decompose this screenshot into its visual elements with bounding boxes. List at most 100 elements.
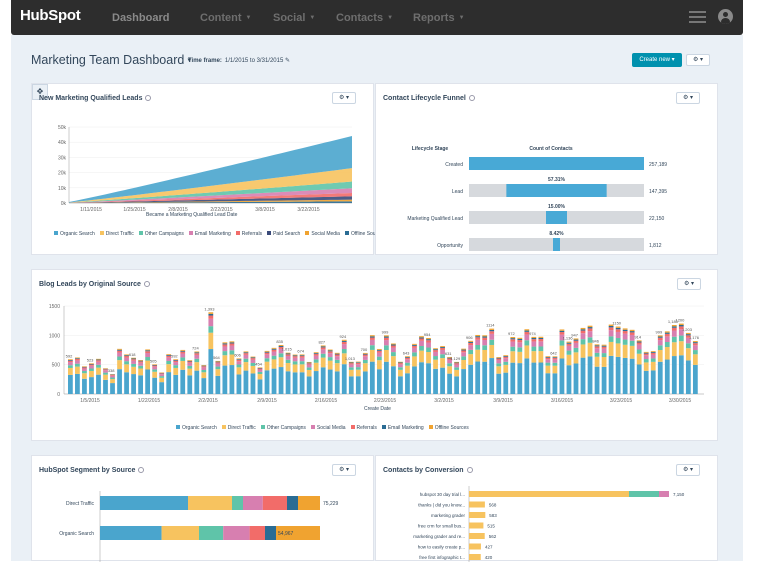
legend-item[interactable]: Other Campaigns	[261, 425, 306, 431]
bar-segment	[447, 363, 452, 366]
y-tick-label: 0k	[61, 201, 67, 207]
legend-label: Direct Traffic	[106, 231, 134, 237]
bar-segment	[286, 354, 291, 355]
bar-segment	[300, 356, 305, 358]
legend-item[interactable]: Other Campaigns	[139, 231, 184, 237]
legend-swatch	[222, 425, 226, 429]
legend-item[interactable]: Referrals	[351, 425, 377, 431]
bar-segment	[110, 378, 115, 380]
bar-segment	[679, 341, 684, 355]
bar-segment	[222, 344, 227, 346]
bar-segment	[208, 312, 213, 314]
bar-segment	[510, 363, 515, 394]
bar-segment	[293, 355, 298, 356]
menu-icon[interactable]	[689, 11, 706, 23]
hubspot-logo[interactable]: HubSpot	[20, 7, 80, 24]
nav-contacts[interactable]: Contacts▼	[336, 12, 393, 24]
legend-item[interactable]: Social Media	[311, 425, 346, 431]
time-frame[interactable]: Time frame:1/1/2015 to 3/31/2015 ✎	[188, 57, 290, 64]
legend-swatch	[139, 231, 143, 235]
bar-segment	[187, 366, 192, 369]
bar-segment	[82, 367, 87, 368]
row-value: 568	[489, 503, 497, 508]
bar-segment	[644, 362, 649, 370]
y-tick-label: 0	[57, 392, 60, 398]
legend-item[interactable]: Direct Traffic	[222, 425, 256, 431]
bar-segment	[222, 343, 227, 344]
legend-item[interactable]: Offline Sources	[429, 425, 469, 431]
bar-segment	[244, 351, 249, 352]
bar-segment	[496, 358, 501, 359]
avatar[interactable]	[718, 9, 733, 24]
legend-item[interactable]: Referrals	[236, 231, 262, 237]
bar-segment	[173, 360, 178, 361]
legend-item[interactable]: Email Marketing	[189, 231, 231, 237]
bar-segment	[517, 352, 522, 363]
bar-segment	[201, 372, 206, 378]
bar-segment	[349, 370, 354, 376]
bar-value-label: 846	[592, 338, 599, 343]
bar-segment	[616, 338, 621, 343]
bar-segment	[68, 359, 73, 360]
legend-item[interactable]: Organic Search	[176, 425, 217, 431]
chevron-down-icon: ▼	[309, 15, 315, 21]
bar-segment	[693, 343, 698, 345]
bar-segment	[433, 360, 438, 369]
bar-segment	[629, 491, 659, 497]
bar-segment	[412, 344, 417, 345]
nav-dashboard[interactable]: Dashboard	[112, 12, 169, 24]
legend-item[interactable]: Paid Search	[267, 231, 300, 237]
pencil-icon[interactable]: ✎	[285, 58, 290, 64]
bar-segment	[215, 369, 220, 376]
x-tick-label: 2/2/2015	[198, 398, 218, 404]
bar-segment	[503, 362, 508, 365]
bar-segment	[454, 363, 459, 364]
bar-segment	[300, 358, 305, 362]
bar-segment	[581, 331, 586, 334]
create-new-button[interactable]: Create new ▾	[632, 53, 682, 67]
bar-segment	[454, 363, 459, 364]
bar-segment	[230, 342, 235, 343]
bar-segment	[489, 358, 494, 394]
bar-segment	[321, 367, 326, 394]
nav-content[interactable]: Content▼	[200, 12, 252, 24]
bar-segment	[244, 353, 249, 355]
bar-segment	[258, 372, 263, 374]
bar-segment	[672, 326, 677, 327]
bar-segment	[377, 350, 382, 351]
bar-segment	[672, 356, 677, 394]
bar-segment	[461, 350, 466, 351]
funnel-count: 147,395	[649, 189, 667, 195]
nav-social[interactable]: Social▼	[273, 12, 315, 24]
bar-segment	[251, 358, 256, 359]
legend-item[interactable]: Direct Traffic	[100, 231, 134, 237]
bar-segment	[251, 366, 256, 373]
bar-segment	[482, 350, 487, 362]
legend-item[interactable]: Email Marketing	[382, 425, 424, 431]
bar-segment	[194, 371, 199, 394]
bar-segment	[265, 370, 270, 394]
bar-segment	[321, 345, 326, 346]
bar-segment	[244, 371, 249, 394]
bar-segment	[433, 369, 438, 394]
page-title[interactable]: Marketing Team Dashboard▼	[31, 53, 192, 67]
legend-item[interactable]: Organic Search	[54, 231, 95, 237]
bar-segment	[328, 353, 333, 357]
x-tick-label: 3/8/2015	[255, 207, 275, 213]
bar-segment	[321, 358, 326, 368]
bar-segment	[553, 356, 558, 357]
bar-segment	[503, 358, 508, 361]
bar-segment	[96, 360, 101, 361]
bar-segment	[152, 365, 157, 366]
row-value: 75,229	[323, 501, 339, 507]
bar-segment	[644, 353, 649, 354]
bar-segment	[426, 348, 431, 352]
legend-item[interactable]: Social Media	[305, 231, 340, 237]
row-value: 427	[485, 545, 493, 550]
bar-segment	[356, 362, 361, 363]
dashboard-settings-button[interactable]: ⚙ ▾	[686, 54, 710, 66]
bar-segment	[651, 362, 656, 371]
legend-label: Direct Traffic	[228, 425, 256, 431]
nav-reports[interactable]: Reports▼	[413, 12, 465, 24]
